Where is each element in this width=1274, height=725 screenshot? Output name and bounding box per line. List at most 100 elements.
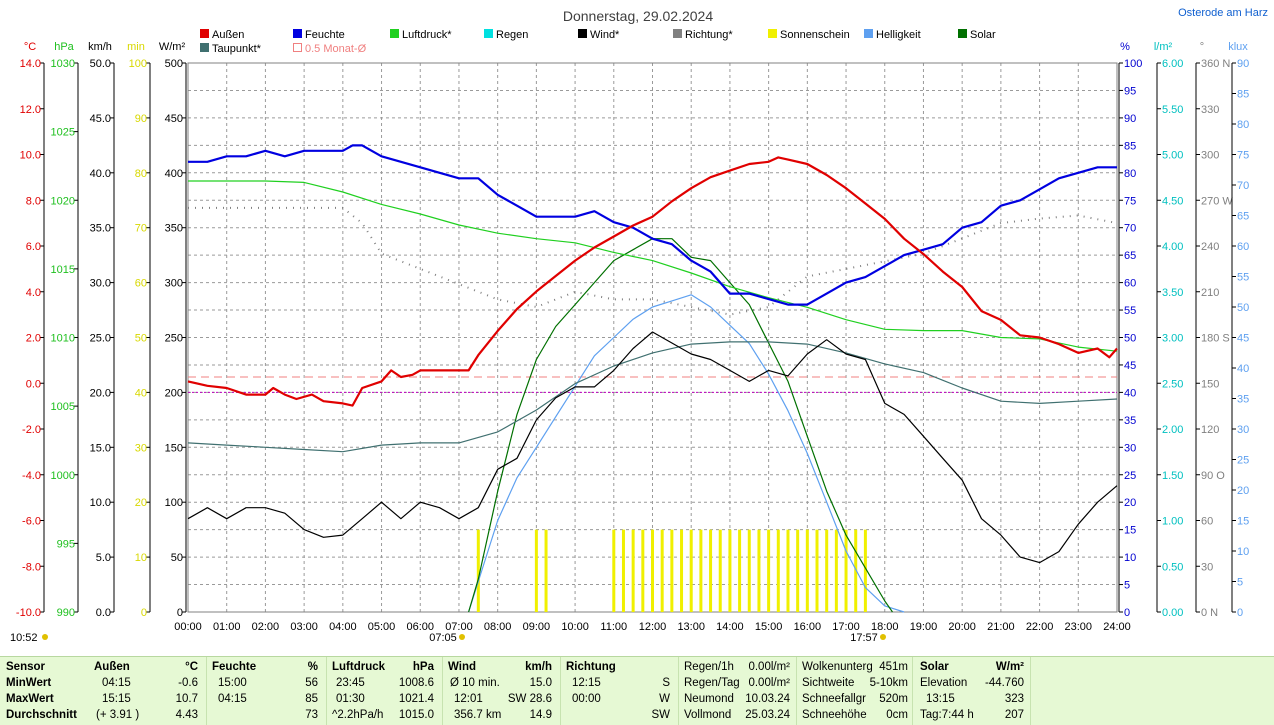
right-axis-tick-label: 90 xyxy=(1124,113,1136,125)
right-axis-unit: klux xyxy=(1228,41,1248,53)
stats-separator xyxy=(326,657,327,725)
x-tick-label: 24:00 xyxy=(1103,621,1131,633)
legend-label: Taupunkt* xyxy=(212,43,262,55)
right-axis-tick-label: 30 xyxy=(1201,561,1213,573)
right-axis-tick-label: 120 xyxy=(1201,424,1219,436)
sunshine-bar xyxy=(670,529,674,612)
x-tick-label: 01:00 xyxy=(213,621,241,633)
moon-icon xyxy=(42,634,48,640)
sunshine-bar xyxy=(631,529,635,612)
stats-richtung-min-time: 12:15 xyxy=(572,677,601,689)
sunshine-bar xyxy=(689,529,693,612)
right-axis-tick-label: 0.50 xyxy=(1162,561,1183,573)
sunshine-bar xyxy=(834,529,838,612)
sun-icon xyxy=(880,634,886,640)
left-axis-tick-label: 15.0 xyxy=(90,442,111,454)
x-tick-label: 18:00 xyxy=(871,621,899,633)
stats-header-aussen-unit: °C xyxy=(185,661,198,673)
stats-aussen-avg-value: 4.43 xyxy=(175,709,198,721)
sunshine-bar xyxy=(651,529,654,612)
left-axis-tick-label: 350 xyxy=(165,223,183,235)
right-axis-tick-label: 95 xyxy=(1124,85,1136,97)
x-tick-label: 20:00 xyxy=(948,621,976,633)
location-label[interactable]: Osterode am Harz xyxy=(1178,7,1268,19)
right-axis-tick-label: 360 N xyxy=(1201,58,1230,70)
sunshine-bar xyxy=(757,529,761,612)
stats-aussen-max-value: 10.7 xyxy=(175,693,198,705)
stats-schneefallgr-label: Schneefallgr xyxy=(802,693,866,705)
left-axis-tick-label: 1030 xyxy=(51,58,75,70)
sunshine-bar xyxy=(621,529,625,612)
right-axis-tick-label: 35 xyxy=(1237,394,1249,406)
stats-header-sensor: Sensor xyxy=(6,661,45,673)
left-axis-tick-label: 40.0 xyxy=(90,168,111,180)
x-tick-label: 15:00 xyxy=(755,621,783,633)
right-axis-tick-label: 3.50 xyxy=(1162,287,1183,299)
legend-swatch xyxy=(200,29,209,38)
right-axis-tick-label: 2.00 xyxy=(1162,424,1183,436)
sunshine-bar xyxy=(641,529,645,612)
right-axis-tick-label: 5.00 xyxy=(1162,150,1183,162)
stats-header-richtung: Richtung xyxy=(566,661,616,673)
sunshine-bar xyxy=(728,529,732,612)
right-axis-tick-label: 270 W xyxy=(1201,195,1233,207)
stats-schneefallgr-value: 520m xyxy=(879,693,908,705)
stats-wind-max-time: 12:01 xyxy=(454,693,483,705)
left-axis-tick-label: -2.0 xyxy=(22,424,41,436)
sunshine-bar xyxy=(854,529,858,612)
left-axis-tick-label: 6.0 xyxy=(26,241,41,253)
x-tick-label: 00:00 xyxy=(174,621,202,633)
right-axis-tick-label: 55 xyxy=(1237,272,1249,284)
stats-elevation-value: -44.760 xyxy=(984,677,1024,689)
left-axis-tick-label: 40 xyxy=(135,387,147,399)
right-axis-tick-label: 60 xyxy=(1237,241,1249,253)
left-axis-tick-label: -6.0 xyxy=(22,516,41,528)
x-tick-label: 09:00 xyxy=(523,621,551,633)
right-axis-tick-label: 75 xyxy=(1124,195,1136,207)
stats-solar-max-value: 323 xyxy=(1004,693,1024,705)
legend-swatch xyxy=(768,29,777,38)
stats-vollmond-label: Vollmond xyxy=(684,709,732,721)
right-axis-tick-label: 330 xyxy=(1201,104,1219,116)
stats-header-wind-unit: km/h xyxy=(525,661,552,673)
right-axis-tick-label: 6.00 xyxy=(1162,58,1183,70)
sunshine-bar xyxy=(680,529,684,612)
stats-aussen-min-value: -0.6 xyxy=(178,677,198,689)
right-axis-tick-label: 210 xyxy=(1201,287,1219,299)
left-axis-tick-label: 45.0 xyxy=(90,113,111,125)
left-axis-tick-label: 60 xyxy=(135,278,147,290)
stats-elevation-label: Elevation xyxy=(920,677,968,689)
right-axis-tick-label: 240 xyxy=(1201,241,1219,253)
right-axis-tick-label: 0 xyxy=(1124,607,1130,619)
x-tick-label: 05:00 xyxy=(368,621,396,633)
legend-swatch xyxy=(390,29,399,38)
right-axis-tick-label: 40 xyxy=(1237,363,1249,375)
right-axis-tick-label: 85 xyxy=(1237,89,1249,101)
stats-solar-max-time: 13:15 xyxy=(926,693,955,705)
right-axis-tick-label: 15 xyxy=(1237,516,1249,528)
right-axis-tick-label: 20 xyxy=(1237,485,1249,497)
stats-label-avg: Durchschnitt xyxy=(6,709,77,721)
right-axis-tick-label: 40 xyxy=(1124,387,1136,399)
series-solar xyxy=(468,238,893,613)
left-axis-unit: hPa xyxy=(54,41,74,53)
stats-header-luftdruck: Luftdruck xyxy=(332,661,386,673)
left-axis-unit: W/m² xyxy=(159,41,186,53)
legend-label: Solar xyxy=(970,29,996,41)
stats-aussen-avg-delta: (+ 3.91 ) xyxy=(96,709,140,721)
right-axis-tick-label: 2.50 xyxy=(1162,378,1183,390)
legend-label: Luftdruck* xyxy=(402,29,452,41)
left-axis-tick-label: 2.0 xyxy=(26,333,41,345)
stats-header-feuchte: Feuchte xyxy=(212,661,257,673)
left-axis-tick-label: 100 xyxy=(165,497,183,509)
right-axis-tick-label: 90 O xyxy=(1201,470,1225,482)
sunrise-label: 07:05 xyxy=(429,632,457,644)
sunshine-bar xyxy=(612,529,616,612)
stats-wind-max-value: SW 28.6 xyxy=(507,693,552,705)
stats-luftdruck-trend: ^2.2hPa/h xyxy=(332,709,384,721)
sunshine-bar xyxy=(738,529,742,612)
stats-feuchte-max-value: 85 xyxy=(305,693,318,705)
sunshine-bar xyxy=(796,529,800,612)
stats-daylength: Tag:7:44 h xyxy=(920,709,974,721)
right-axis-tick-label: 25 xyxy=(1124,470,1136,482)
